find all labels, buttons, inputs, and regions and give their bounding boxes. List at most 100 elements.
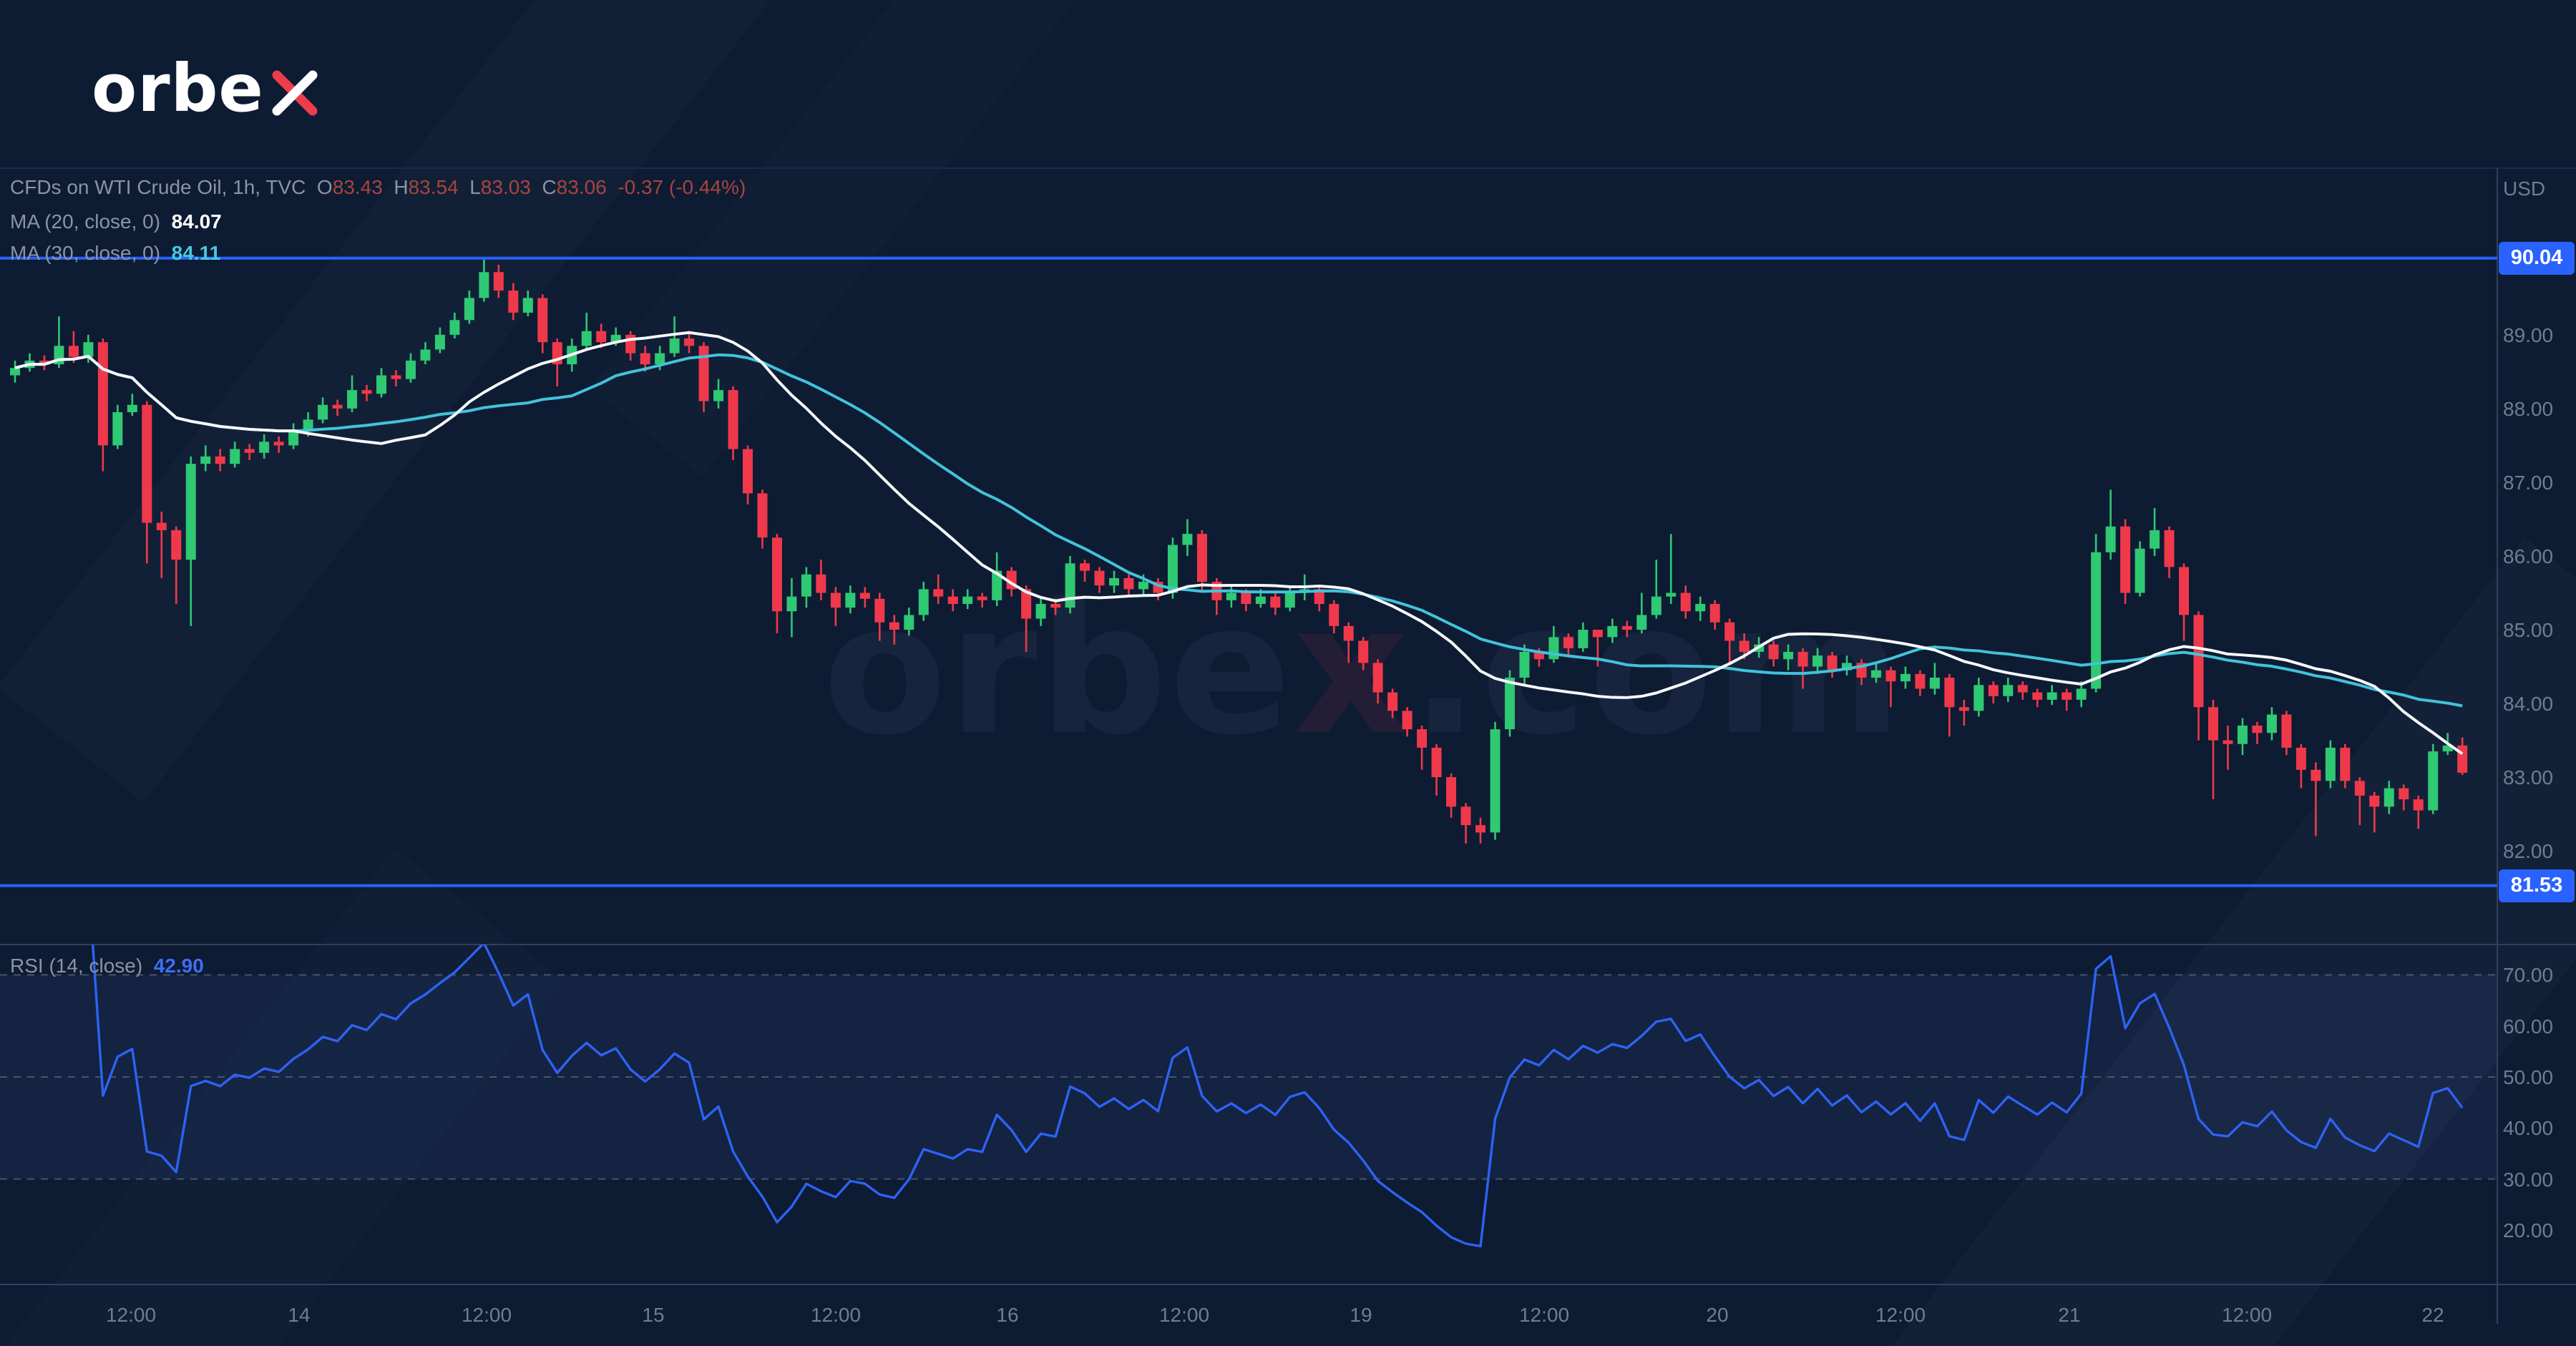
candle-body <box>332 404 343 409</box>
candle-body <box>933 589 944 597</box>
candle-body <box>2046 692 2057 700</box>
time-tick-label: 20 <box>1706 1304 1729 1326</box>
candle-body <box>992 570 1002 600</box>
candle-body <box>376 375 386 394</box>
candle-body <box>2135 548 2145 593</box>
candle-body <box>1636 615 1647 630</box>
candle-body <box>947 596 958 604</box>
candle-body <box>2223 740 2233 744</box>
time-tick-label: 12:00 <box>105 1304 157 1326</box>
close-value: 83.06 <box>556 176 607 198</box>
candle-body <box>757 493 768 538</box>
rsi-line <box>91 945 2464 1248</box>
candle-body <box>420 349 431 361</box>
candle-body <box>244 449 255 453</box>
ma30-line <box>14 353 2463 708</box>
candle-body <box>1226 592 1236 600</box>
candle-body <box>596 331 607 343</box>
candle-body <box>874 598 885 623</box>
symbol-title: CFDs on WTI Crude Oil, 1h, TVC <box>10 176 306 198</box>
candle-body <box>449 320 460 335</box>
price-level-badge: 81.53 <box>2499 869 2575 902</box>
candle-body <box>1680 592 1691 612</box>
candle-body <box>669 338 680 353</box>
candle-body <box>610 334 621 343</box>
candle-body <box>1607 625 1618 638</box>
candle-body <box>39 360 49 365</box>
candle-body <box>2340 747 2351 781</box>
time-tick-label: 12:00 <box>810 1304 862 1326</box>
high-value: 83.54 <box>408 176 459 198</box>
candle-body <box>1870 670 1881 678</box>
symbol-legend: CFDs on WTI Crude Oil, 1h, TVC O83.43 H8… <box>10 176 746 199</box>
candle-body <box>713 390 724 401</box>
rsi-band <box>0 975 2497 1179</box>
rsi-tick-label: 30.00 <box>2503 1168 2554 1191</box>
candle-body <box>2032 692 2043 700</box>
candle-body <box>1974 685 1984 711</box>
candle-body <box>1827 655 1838 670</box>
candle-body <box>200 456 211 464</box>
candle-body <box>127 404 137 413</box>
candle-body <box>1915 673 1926 689</box>
candle-body <box>2237 725 2248 744</box>
candle-body <box>684 338 695 346</box>
time-tick-label: 14 <box>288 1304 311 1326</box>
time-tick-label: 16 <box>996 1304 1019 1326</box>
candle-body <box>361 390 372 394</box>
candle-body <box>904 615 914 630</box>
candle-body <box>1196 534 1207 582</box>
time-tick-label: 21 <box>2058 1304 2081 1326</box>
open-label: O <box>316 176 333 198</box>
candle-body <box>1372 663 1383 693</box>
candle-body <box>2281 714 2292 748</box>
candle-body <box>1446 777 1457 807</box>
candle-body <box>1167 545 1178 593</box>
candle-body <box>2179 567 2190 615</box>
candle-body <box>1783 651 1794 660</box>
candle-body <box>1417 729 1428 748</box>
candle-body <box>2311 769 2321 781</box>
rsi-tick-label: 70.00 <box>2503 964 2554 987</box>
candle-body <box>1123 577 1134 590</box>
candle-body <box>522 298 533 313</box>
rsi-value: 42.90 <box>153 955 204 977</box>
candle-body <box>1797 651 1808 667</box>
candle-body <box>2193 615 2204 708</box>
ma20-value: 84.07 <box>171 210 222 233</box>
time-tick-label: 12:00 <box>461 1304 512 1326</box>
candle-body <box>1402 711 1413 730</box>
candle-body <box>2252 725 2263 733</box>
candle-body <box>1592 630 1603 638</box>
time-tick-label: 15 <box>642 1304 665 1326</box>
orbex-logo-text: orbe <box>92 50 264 127</box>
time-tick-label: 12:00 <box>1875 1304 1926 1326</box>
candle-body <box>2384 788 2394 807</box>
candle-body <box>1988 685 1999 696</box>
candle-body <box>859 592 870 599</box>
candle-body <box>391 375 401 379</box>
candle-body <box>1900 673 1911 682</box>
candle-body <box>215 456 225 464</box>
price-tick-label: 86.00 <box>2503 545 2554 567</box>
candle-body <box>1651 596 1662 615</box>
candle-body <box>2457 745 2468 773</box>
candle-body <box>1578 630 1589 648</box>
candle-body <box>1813 655 1823 667</box>
candle-body <box>1431 747 1442 778</box>
candle-body <box>2091 552 2102 689</box>
candle-body <box>142 404 152 523</box>
time-tick-label: 12:00 <box>1518 1304 1570 1326</box>
candle-body <box>1460 806 1471 826</box>
currency-label: USD <box>2503 177 2546 200</box>
candle-body <box>185 464 196 560</box>
candle-body <box>1314 589 1324 604</box>
candle-body <box>977 596 987 600</box>
rsi-tick-label: 50.00 <box>2503 1066 2554 1089</box>
low-value: 83.03 <box>480 176 531 198</box>
candle-body <box>464 298 474 321</box>
candle-body <box>2062 692 2072 700</box>
candle-body <box>493 272 504 291</box>
